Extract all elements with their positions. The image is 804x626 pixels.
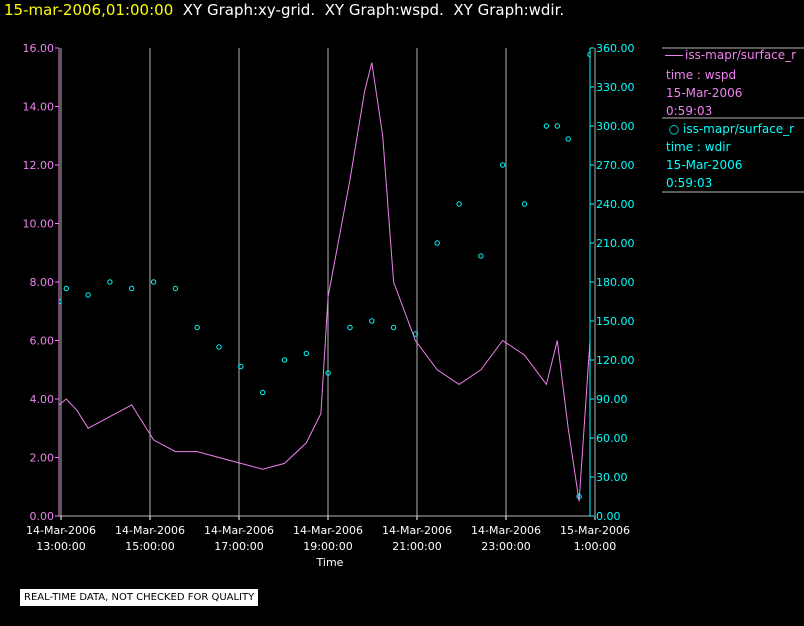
x-tick-time-1: 15:00:00	[125, 540, 174, 553]
left-tick-label-7: 14.00	[23, 101, 55, 114]
title-wspd: XY Graph:wspd.	[324, 1, 444, 19]
wdir-point-7	[194, 324, 200, 331]
wdir-point-13	[325, 370, 331, 376]
x-tick-time-3: 19:00:00	[303, 540, 352, 553]
x-tick-date-2: 14-Mar-2006	[204, 524, 274, 537]
left-tick-label-6: 12.00	[23, 159, 55, 172]
x-tick-time-6: 1:00:00	[574, 540, 616, 553]
right-tick-label-8: 240.00	[596, 198, 635, 211]
wdir-point-17	[412, 331, 419, 337]
wdir-point-14	[347, 324, 353, 331]
wdir-point-24	[554, 123, 560, 129]
wdir-point-23	[543, 123, 550, 129]
right-tick-label-5: 150.00	[596, 315, 635, 328]
right-tick-label-3: 90.00	[596, 393, 628, 406]
right-tick-label-11: 330.00	[596, 81, 635, 94]
wdir-point-2	[85, 292, 91, 298]
x-tick-date-1: 14-Mar-2006	[115, 524, 185, 537]
right-tick-label-6: 180.00	[596, 276, 635, 289]
quality-warning-badge: REAL-TIME DATA, NOT CHECKED FOR QUALITY	[20, 589, 259, 606]
wdir-point-11	[281, 357, 288, 363]
wdir-point-16	[390, 324, 397, 331]
wdir-point-9	[238, 363, 244, 370]
wdir-point-18	[434, 240, 440, 246]
x-tick-time-5: 23:00:00	[481, 540, 530, 553]
wdir-point-8	[216, 344, 222, 350]
left-tick-label-4: 8.00	[30, 276, 55, 289]
timestamp: 15-mar-2006,01:00:00	[4, 1, 174, 19]
right-tick-label-1: 30.00	[596, 471, 628, 484]
wdir-point-6	[172, 285, 179, 292]
legend-wdir-var: time : wdir	[666, 140, 731, 154]
title-wdir: XY Graph:wdir.	[453, 1, 565, 19]
right-tick-label-4: 120.00	[596, 354, 635, 367]
wdir-point-10	[260, 389, 266, 396]
right-tick-label-10: 300.00	[596, 120, 635, 133]
left-tick-label-2: 4.00	[30, 393, 55, 406]
legend-wspd-date: 15-Mar-2006	[666, 86, 743, 100]
wdir-point-12	[303, 350, 309, 357]
legend-wdir-marker-icon: ○	[668, 122, 680, 136]
title-xy-grid: XY Graph:xy-grid.	[182, 1, 316, 19]
x-tick-date-3: 14-Mar-2006	[293, 524, 363, 537]
right-tick-label-9: 270.00	[596, 159, 635, 172]
legend-wspd-name: iss-mapr/surface_r	[665, 48, 796, 62]
x-tick-time-0: 13:00:00	[36, 540, 85, 553]
legend-wdir-name: ○ iss-mapr/surface_r	[665, 122, 794, 136]
right-tick-label-2: 60.00	[596, 432, 628, 445]
x-tick-date-5: 14-Mar-2006	[471, 524, 541, 537]
wdir-point-21	[500, 162, 506, 168]
wspd-series-line	[59, 62, 590, 502]
x-tick-date-4: 14-Mar-2006	[382, 524, 452, 537]
x-tick-date-6: 15-Mar-2006	[560, 524, 630, 537]
left-tick-label-0: 0.00	[30, 510, 55, 523]
wdir-point-27	[587, 51, 590, 58]
right-tick-label-12: 360.00	[596, 42, 635, 55]
x-axis-label: Time	[316, 556, 344, 569]
x-tick-time-2: 17:00:00	[214, 540, 263, 553]
legend-wspd-var: time : wspd	[666, 68, 737, 82]
x-tick-date-0: 14-Mar-2006	[26, 524, 96, 537]
wdir-point-3	[107, 279, 113, 285]
legend-wdir-time: 0:59:03	[666, 176, 713, 190]
wdir-point-25	[565, 136, 571, 142]
wdir-point-22	[521, 201, 528, 207]
chart-header: 15-mar-2006,01:00:00 XY Graph:xy-grid. X…	[4, 1, 564, 19]
wdir-point-0	[59, 298, 62, 305]
wdir-point-1	[63, 285, 70, 292]
x-tick-time-4: 21:00:00	[392, 540, 441, 553]
wdir-point-5	[150, 279, 157, 285]
wdir-point-19	[456, 201, 462, 207]
left-tick-label-8: 16.00	[23, 42, 55, 55]
wdir-point-26	[576, 493, 582, 500]
legend-wdir-date: 15-Mar-2006	[666, 158, 743, 172]
legend-wdir-label: iss-mapr/surface_r	[683, 122, 795, 136]
right-tick-label-0: 0.00	[596, 510, 621, 523]
left-tick-label-3: 6.00	[30, 335, 55, 348]
legend-wspd-time: 0:59:03	[666, 104, 713, 118]
wdir-point-15	[369, 318, 375, 324]
wdir-point-4	[129, 285, 135, 292]
left-tick-label-1: 2.00	[30, 452, 55, 465]
right-tick-label-7: 210.00	[596, 237, 635, 250]
legend-wspd-label: iss-mapr/surface_r	[685, 48, 797, 62]
legend-wspd-line-icon	[665, 55, 683, 56]
left-tick-label-5: 10.00	[23, 218, 55, 231]
wdir-point-20	[478, 253, 484, 259]
